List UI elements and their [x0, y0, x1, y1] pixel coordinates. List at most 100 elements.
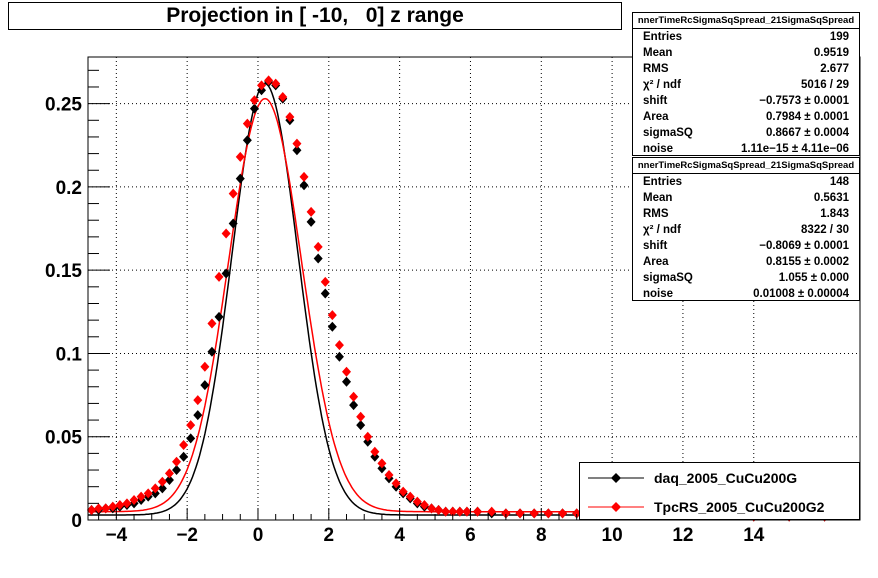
data-point: [172, 456, 182, 467]
stats-value: 0.9519: [813, 47, 849, 59]
data-point: [122, 498, 132, 509]
data-point: [342, 366, 352, 377]
data-point: [207, 318, 217, 329]
stats-row: χ² / ndf 5016 / 29: [633, 77, 859, 93]
stats-label: sigmaSQ: [643, 127, 693, 139]
x-tick-label: 0: [253, 525, 264, 546]
data-point: [164, 468, 174, 479]
data-point: [150, 483, 160, 494]
stats-label: shift: [643, 95, 668, 107]
data-point: [363, 431, 373, 442]
legend: daq_2005_CuCu200G TpcRS_2005_CuCu200G2: [579, 462, 860, 520]
stats-value: 1.11e−15 ± 4.11e−06: [740, 143, 849, 155]
data-point: [193, 410, 203, 421]
data-point: [462, 506, 472, 517]
stats-value: 0.7984 ± 0.0001: [765, 111, 849, 123]
data-point: [157, 483, 167, 494]
data-point: [320, 288, 330, 299]
data-point: [278, 91, 288, 102]
stats-row: Entries 199: [633, 29, 859, 45]
data-point: [172, 465, 182, 476]
stats-label: RMS: [643, 63, 669, 75]
data-point: [249, 103, 259, 114]
data-point: [221, 268, 231, 279]
data-point: [193, 395, 203, 406]
data-point: [271, 78, 281, 89]
stats-value: 1.055 ± 0.000: [778, 272, 849, 284]
y-tick-label: 0.1: [56, 344, 83, 365]
data-point: [94, 503, 104, 514]
stats-label: noise: [643, 143, 674, 155]
stats-value: 148: [829, 176, 849, 188]
data-point: [249, 95, 259, 106]
stats-label: Entries: [643, 31, 682, 43]
data-point: [448, 506, 458, 517]
axes: −4 −2 0 2 4 6 8 10 12 14 0 0.05 0.1 0.15 0.2 0.25: [45, 69, 843, 546]
stats-value: 8322 / 30: [801, 224, 849, 236]
stats-label: Area: [643, 111, 669, 123]
stats-row: shift −0.7573 ± 0.0001: [633, 93, 859, 109]
y-tick-label: 0: [71, 511, 82, 532]
data-point: [320, 276, 330, 287]
stats-value: 1.843: [820, 208, 849, 220]
stats-row: RMS 1.843: [633, 206, 859, 222]
data-point: [207, 346, 217, 357]
data-point: [228, 188, 238, 199]
data-point: [384, 470, 394, 481]
stats-box-title: nnerTimeRcSigmaSqSpread_21SigmaSqSpread: [633, 13, 859, 29]
data-point: [257, 80, 267, 91]
stats-value: 0.8667 ± 0.0004: [765, 127, 849, 139]
stats-label: χ² / ndf: [643, 79, 681, 91]
data-point: [398, 486, 408, 497]
stats-row: Mean 0.5631: [633, 190, 859, 206]
legend-label: TpcRS_2005_CuCu200G2: [654, 498, 825, 515]
data-point: [441, 506, 451, 517]
data-point: [370, 446, 380, 457]
x-tick-label: 8: [536, 525, 547, 546]
data-point: [101, 503, 111, 514]
data-point: [136, 491, 146, 502]
x-tick-label: 2: [324, 525, 335, 546]
data-point: [186, 433, 196, 444]
data-point: [235, 151, 245, 162]
data-point: [306, 206, 316, 217]
data-point: [356, 411, 366, 422]
grid-lines: [88, 57, 860, 520]
data-point: [412, 496, 422, 507]
data-point: [349, 391, 359, 402]
stats-row: sigmaSQ 1.055 ± 0.000: [633, 270, 859, 286]
data-point: [572, 508, 582, 519]
data-point: [242, 118, 252, 129]
data-point: [377, 458, 387, 469]
stats-label: RMS: [643, 208, 669, 220]
data-point: [214, 271, 224, 282]
data-point: [179, 440, 189, 451]
x-tick-label: 14: [743, 525, 765, 546]
stats-value: 2.677: [820, 63, 849, 75]
stats-row: Entries 148: [633, 174, 859, 190]
data-point: [228, 218, 238, 229]
stats-value: −0.8069 ± 0.0001: [759, 240, 849, 252]
data-point: [487, 506, 497, 517]
x-tick-label: 12: [672, 525, 693, 546]
stats-row: Area 0.8155 ± 0.0002: [633, 254, 859, 270]
data-point: [157, 476, 167, 487]
data-point: [221, 228, 231, 239]
y-tick-label: 0.25: [45, 95, 82, 116]
data-point: [334, 340, 344, 351]
data-point: [299, 180, 309, 191]
stats-label: Mean: [643, 192, 673, 204]
data-point: [292, 145, 302, 156]
stats-row: sigmaSQ 0.8667 ± 0.0004: [633, 125, 859, 141]
data-point: [473, 506, 483, 517]
x-tick-label: −4: [105, 525, 127, 546]
stats-label: Mean: [643, 47, 673, 59]
data-point: [214, 311, 224, 322]
x-tick-label: −2: [176, 525, 198, 546]
stats-row: Mean 0.9519: [633, 45, 859, 61]
stats-row: shift −0.8069 ± 0.0001: [633, 238, 859, 254]
stats-value: 199: [829, 31, 849, 43]
data-point: [87, 505, 97, 516]
stats-row: noise 1.11e−15 ± 4.11e−06: [633, 141, 859, 157]
data-point: [349, 400, 359, 411]
